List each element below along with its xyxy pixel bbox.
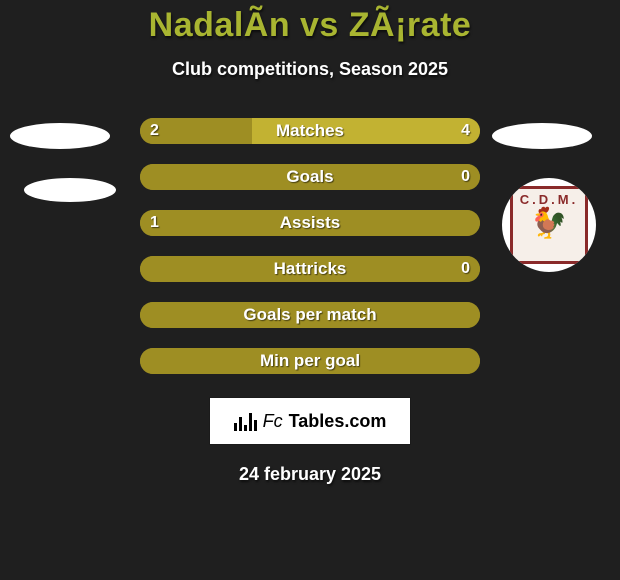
crest-rooster-icon: 🐓 <box>530 209 567 239</box>
stat-bar-right-value: 4 <box>451 118 480 144</box>
stat-bar-right-value: 0 <box>451 256 480 282</box>
subtitle: Club competitions, Season 2025 <box>0 59 620 80</box>
stat-bar-left-value: 2 <box>140 118 169 144</box>
brand-logo-icon <box>234 411 257 431</box>
date-label: 24 february 2025 <box>0 464 620 485</box>
stat-bar-left-value: 1 <box>140 210 169 236</box>
left-player-mark-1 <box>10 123 110 149</box>
left-player-mark-2 <box>24 178 116 202</box>
brand-footer: Fc Tables.com <box>210 398 410 444</box>
stat-bar-label: Goals per match <box>140 302 480 328</box>
brand-text-fc: Fc <box>263 411 283 432</box>
club-crest: C.D.M. 🐓 <box>510 186 589 265</box>
brand-text-tables: Tables.com <box>289 411 387 432</box>
stat-bar-label: Assists <box>140 210 480 236</box>
stat-bar-label: Goals <box>140 164 480 190</box>
page-title: NadalÃ­n vs ZÃ¡rate <box>0 0 620 45</box>
stat-bar: Min per goal <box>140 348 480 374</box>
right-player-badge: C.D.M. 🐓 <box>502 178 596 272</box>
crest-letters: C.D.M. <box>520 192 578 207</box>
stat-bar-right-value: 0 <box>451 164 480 190</box>
stat-bar-label: Min per goal <box>140 348 480 374</box>
stat-bar: Goals per match <box>140 302 480 328</box>
stat-bar-label: Hattricks <box>140 256 480 282</box>
stat-bar: Hattricks0 <box>140 256 480 282</box>
right-player-mark <box>492 123 592 149</box>
stat-bar-label: Matches <box>140 118 480 144</box>
stat-bar: Assists1 <box>140 210 480 236</box>
comparison-card: NadalÃ­n vs ZÃ¡rate Club competitions, S… <box>0 0 620 580</box>
stat-bar: Matches2 4 <box>140 118 480 144</box>
stat-bar: Goals0 <box>140 164 480 190</box>
